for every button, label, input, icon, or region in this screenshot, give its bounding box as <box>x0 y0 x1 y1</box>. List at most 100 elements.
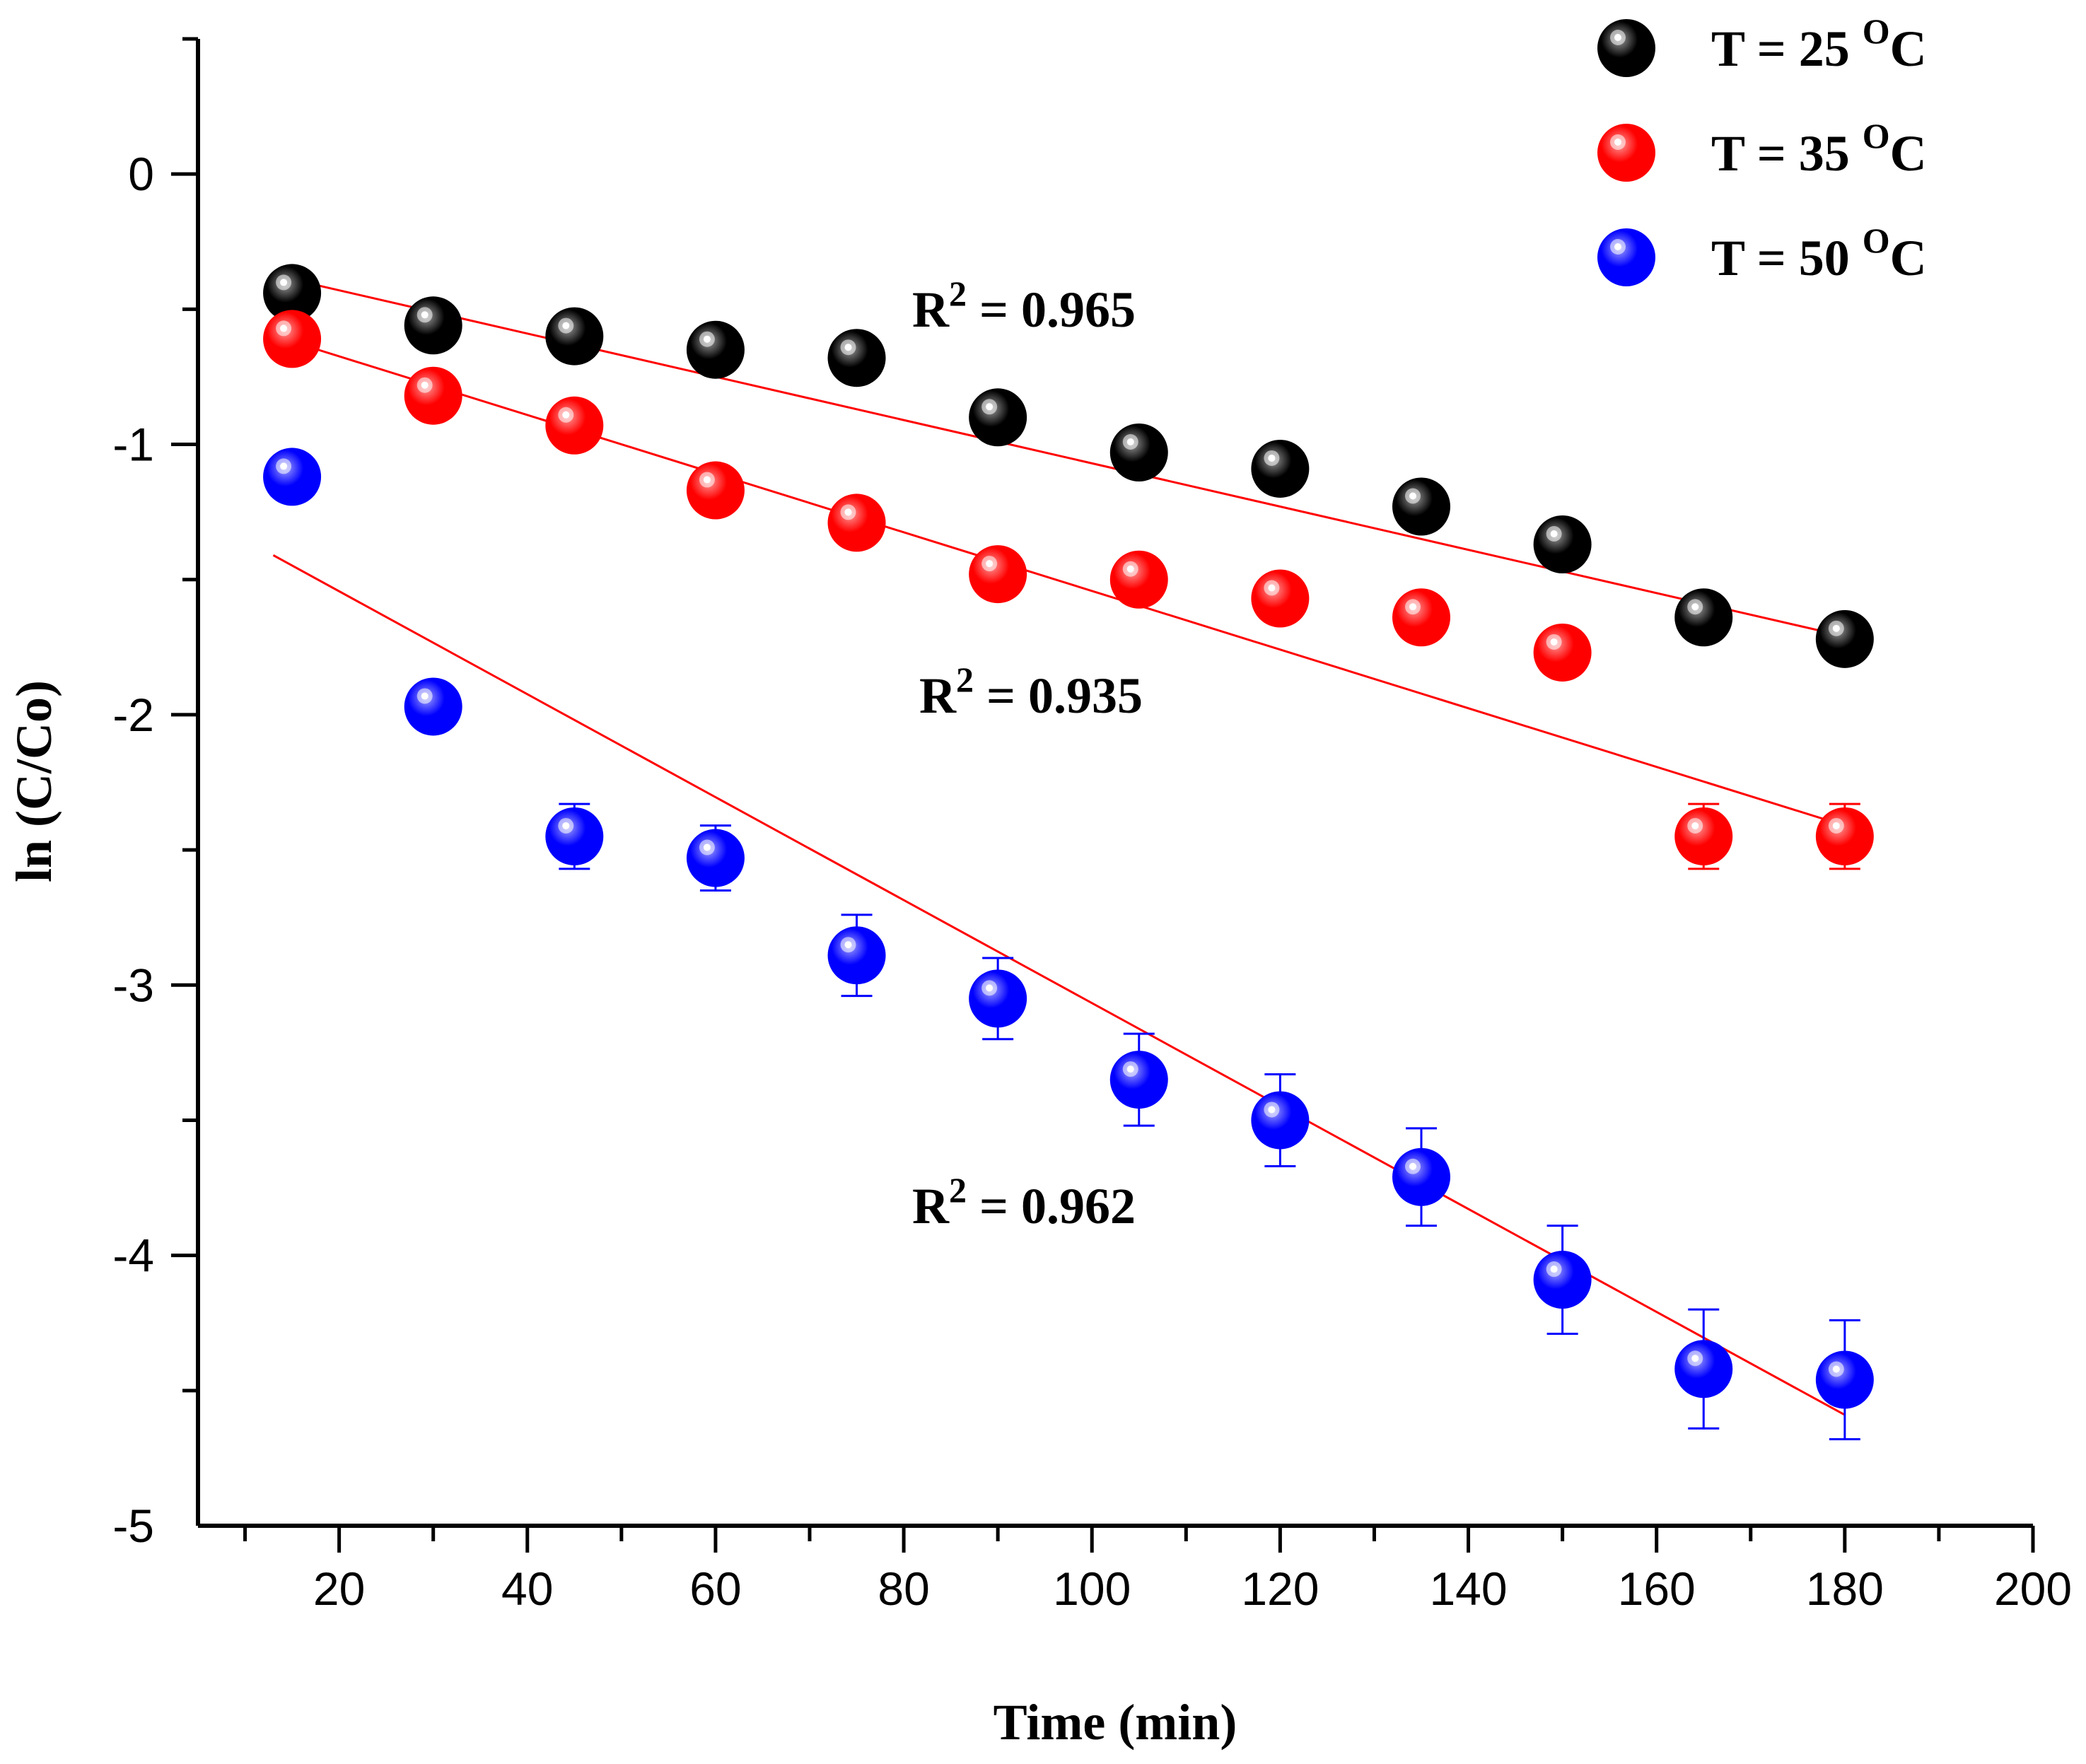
legend-label: T = 25 OC <box>1711 11 1927 77</box>
x-tick-label: 60 <box>689 1563 741 1615</box>
markers <box>263 264 1874 1409</box>
legend-marker <box>1597 124 1655 182</box>
legend-marker <box>1597 228 1655 286</box>
x-ticks: 20 40 60 80 100 120 140 160 180 200 <box>243 1526 2072 1615</box>
y-ticks: 0 -1 -2 -3 -4 -5 <box>112 37 198 1552</box>
legend-item: T = 25 OC <box>1597 11 1927 77</box>
data-point-body <box>686 829 745 887</box>
plot-area: 20 40 60 80 100 120 140 160 180 200 0 -1 -2 -3 -4 -5 R… <box>112 37 2072 1615</box>
legend-label: T = 50 OC <box>1711 221 1927 286</box>
data-point-body <box>1109 550 1168 609</box>
data-point-body <box>686 320 745 379</box>
y-tick-label: -1 <box>112 419 154 471</box>
data-point-body <box>1533 1251 1592 1309</box>
data-point <box>1251 1091 1310 1150</box>
y-tick-label: -3 <box>112 959 154 1011</box>
data-point <box>827 926 886 985</box>
data-point-body <box>545 307 604 366</box>
legend-marker-highlight-core <box>1614 34 1621 41</box>
data-point-highlight-core <box>986 984 994 992</box>
y-axis-title: ln (C/Co) <box>6 680 62 882</box>
x-axis-title: Time (min) <box>994 1694 1237 1751</box>
data-point <box>969 969 1027 1028</box>
data-point-highlight-core <box>1409 1162 1416 1170</box>
legend-item: T = 50 OC <box>1597 221 1927 286</box>
data-point-body <box>1392 477 1450 536</box>
x-tick-label: 100 <box>1053 1563 1131 1615</box>
data-point-body <box>827 493 886 552</box>
data-point-highlight-core <box>562 411 570 419</box>
y-tick-label: 0 <box>128 148 154 200</box>
data-point-body <box>1815 807 1874 865</box>
data-point <box>545 307 604 366</box>
y-tick-label: -5 <box>112 1500 154 1552</box>
data-point <box>1674 1340 1733 1398</box>
data-point-body <box>545 807 604 865</box>
data-point <box>1815 609 1874 668</box>
data-point <box>969 388 1027 447</box>
data-point <box>1392 588 1450 647</box>
data-point-body <box>827 926 886 985</box>
data-point-body <box>969 969 1027 1028</box>
data-point-highlight-core <box>280 325 288 332</box>
data-point-highlight-core <box>1126 438 1134 446</box>
data-point-highlight-core <box>280 279 288 286</box>
data-point <box>263 310 322 368</box>
x-tick-label: 120 <box>1241 1563 1319 1615</box>
data-point-body <box>1815 609 1874 668</box>
data-point-highlight-core <box>1268 584 1276 592</box>
x-tick-label: 200 <box>1994 1563 2072 1615</box>
data-point-body <box>404 677 462 736</box>
data-point-highlight-core <box>1832 624 1840 632</box>
data-point <box>1109 1051 1168 1109</box>
data-point-highlight-core <box>703 476 711 484</box>
data-point-body <box>1251 439 1310 498</box>
data-point <box>686 320 745 379</box>
legend-item: T = 35 OC <box>1597 116 1927 182</box>
data-point-highlight-core <box>1268 1106 1276 1114</box>
data-point-body <box>1815 1350 1874 1409</box>
data-point <box>1533 1251 1592 1309</box>
legend-marker-body <box>1597 19 1655 77</box>
data-point-highlight-core <box>844 344 852 351</box>
fit-lines <box>272 278 1846 1416</box>
r2-label-series-2: R2 = 0.935 <box>919 660 1143 724</box>
data-point-body <box>827 329 886 387</box>
data-point-highlight-core <box>1550 1266 1558 1273</box>
x-tick-label: 40 <box>501 1563 553 1615</box>
r2-label-series-1: R2 = 0.965 <box>912 274 1136 338</box>
legend-marker-highlight-core <box>1614 139 1621 146</box>
data-point-highlight-core <box>1832 1365 1840 1373</box>
y-tick-label: -4 <box>112 1229 154 1282</box>
data-point <box>545 807 604 865</box>
data-point-highlight-core <box>1691 1355 1699 1362</box>
data-point-highlight-core <box>421 692 429 700</box>
data-point-body <box>404 366 462 425</box>
y-tick-label: -2 <box>112 689 154 741</box>
data-point <box>545 396 604 455</box>
data-point-body <box>686 461 745 520</box>
data-point-body <box>263 448 322 506</box>
data-point-highlight-core <box>1832 822 1840 829</box>
data-point-body <box>1109 1051 1168 1109</box>
data-point <box>1109 424 1168 482</box>
data-point-highlight-core <box>1126 565 1134 573</box>
data-point-body <box>969 388 1027 447</box>
data-point-highlight-core <box>703 335 711 343</box>
data-point-highlight-core <box>1409 492 1416 500</box>
data-point <box>686 829 745 887</box>
data-point-body <box>1674 807 1733 865</box>
data-point-highlight-core <box>1691 603 1699 611</box>
data-point-highlight-core <box>421 381 429 389</box>
data-point <box>1674 807 1733 865</box>
data-point <box>404 366 462 425</box>
data-point <box>1815 1350 1874 1409</box>
legend-label: T = 35 OC <box>1711 116 1927 182</box>
x-tick-label: 80 <box>878 1563 929 1615</box>
x-tick-label: 140 <box>1429 1563 1507 1615</box>
data-point-highlight-core <box>421 311 429 319</box>
legend: T = 25 OC T = 35 OC T = 50 OC <box>1597 11 1927 286</box>
r2-label-series-3: R2 = 0.962 <box>912 1170 1136 1234</box>
data-point-highlight-core <box>1409 603 1416 611</box>
data-point <box>263 448 322 506</box>
